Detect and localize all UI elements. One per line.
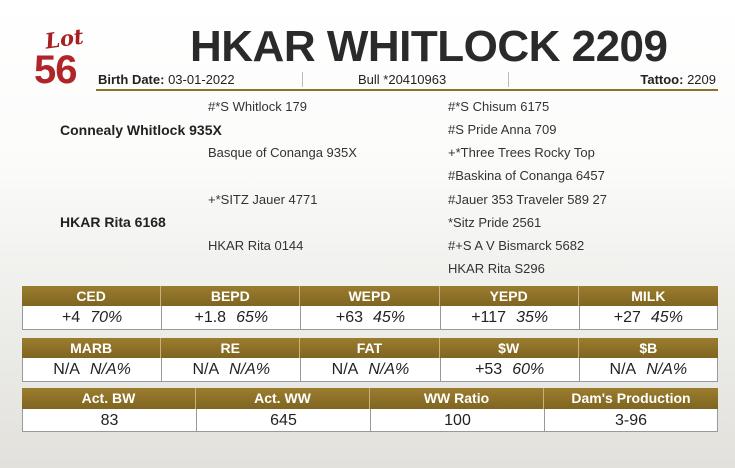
sire-sire-sire: #*S Chisum 6175 [448,99,550,114]
actual-value-bw: 83 [22,409,196,432]
dam-dam-dam: HKAR Rita S296 [448,261,545,276]
dam-dam: HKAR Rita 0144 [208,238,304,253]
dam-sire-sire: #Jauer 353 Traveler 589 27 [448,192,607,207]
dam: HKAR Rita 6168 [60,214,166,230]
epd-label-fat: FAT [300,338,440,358]
epd-label-milk: MILK [631,288,666,304]
actual-label-ww-ratio: WW Ratio [370,388,544,409]
epd-value-yepd: +117 35% [439,306,579,330]
sire-sire-dam: #S Pride Anna 709 [448,122,557,137]
dam-dam-sire: #+S A V Bismarck 5682 [448,238,585,253]
epd-value-marb: N/A N/A% [22,358,162,382]
epd-value-milk: +27 45% [578,306,718,330]
sire-dam-dam: #Baskina of Conanga 6457 [448,168,605,183]
actuals-value-row: 83 645 100 3-96 [22,409,718,432]
epd-value-row-1: +4 70% +1.8 65% +63 45% +117 35% +27 45% [22,306,718,330]
epd-value-re: N/A N/A% [161,358,301,382]
birth-date-label: Birth Date: [98,72,165,87]
lot-number: 56 [34,48,77,92]
birth-date: Birth Date: 03-01-2022 [98,70,235,89]
sire: Connealy Whitlock 935X [60,122,222,138]
tattoo-label: Tattoo: [640,72,684,87]
dam-sire-dam: *Sitz Pride 2561 [448,215,542,230]
epd-value-ced: +4 70% [22,306,162,330]
epd-header-row-2: MARB RE FAT $W $B [22,338,718,358]
divider [302,72,303,87]
page-title: HKAR WHITLOCK 2209 [190,22,668,71]
epd-label-bepd: BEPD [161,286,301,306]
divider [508,72,509,87]
epd-value-wepd: +63 45% [300,306,440,330]
tattoo-value: 2209 [687,72,716,87]
info-bar: Birth Date: 03-01-2022 Bull *20410963 Ta… [96,70,718,91]
epd-value-row-2: N/A N/A% N/A N/A% N/A N/A% +53 60% N/A N/A% [22,358,718,382]
sire-sire: #*S Whitlock 179 [208,99,307,114]
epd-label-dollar-w: $W [440,338,579,358]
epd-label-re: RE [161,338,301,358]
actual-label-bw: Act. BW [22,388,196,409]
sire-dam: Basque of Conanga 935X [208,145,357,160]
actuals-header-row: Act. BW Act. WW WW Ratio Dam's Productio… [22,388,718,409]
birth-date-value: 03-01-2022 [168,72,235,87]
epd-label-marb: MARB [22,338,162,358]
epd-value-dollar-w: +53 60% [439,358,579,382]
epd-label-wepd: WEPD [300,286,440,306]
actual-value-ww-ratio: 100 [370,409,544,432]
epd-label-yepd: YEPD [440,286,579,306]
epd-value-fat: N/A N/A% [300,358,440,382]
tattoo: Tattoo: 2209 [640,70,716,89]
registration: Bull *20410963 [358,72,447,87]
epd-label-ced: CED [22,286,162,306]
actual-value-ww: 645 [196,409,370,432]
actual-label-dams-production: Dam's Production [571,390,691,406]
epd-value-bepd: +1.8 65% [161,306,301,330]
epd-label-dollar-b: $B [639,340,658,356]
actual-value-dams-production: 3-96 [544,409,718,432]
epd-header-row-1: CED BEPD WEPD YEPD MILK [22,286,718,306]
epd-value-dollar-b: N/A N/A% [578,358,718,382]
sire-dam-sire: +*Three Trees Rocky Top [448,145,595,160]
dam-sire: +*SITZ Jauer 4771 [208,192,318,207]
actual-label-ww: Act. WW [196,388,370,409]
